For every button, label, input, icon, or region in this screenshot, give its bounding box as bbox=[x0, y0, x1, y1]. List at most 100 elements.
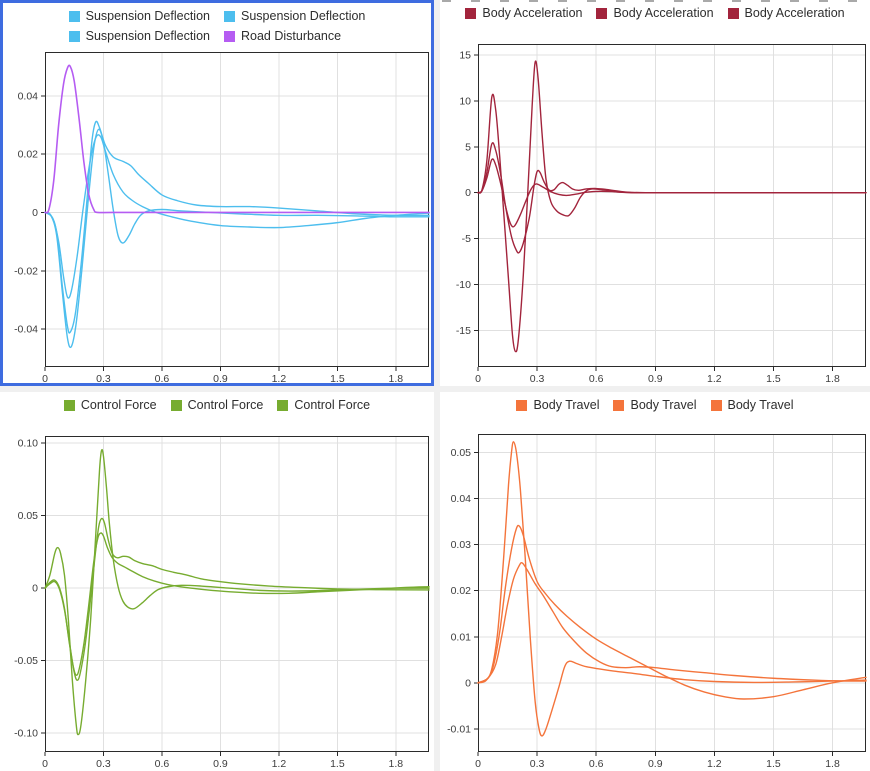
signal-line[interactable] bbox=[44, 128, 430, 349]
y-tick-label: 0 bbox=[32, 207, 38, 219]
x-tick-label: 0.6 bbox=[155, 373, 170, 383]
legend-item[interactable]: Suspension Deflection bbox=[224, 8, 365, 25]
y-tick-label: 0 bbox=[465, 677, 471, 689]
legend-label: Body Acceleration bbox=[482, 6, 583, 20]
y-tick-label: 5 bbox=[465, 141, 471, 153]
panel-body-travel[interactable]: Body Travel Body Travel Body Travel 0 0.3 0.… bbox=[440, 392, 870, 771]
y-tick-label: 0.05 bbox=[18, 510, 39, 522]
signal-line[interactable] bbox=[44, 532, 430, 676]
legend-item[interactable]: Control Force bbox=[170, 397, 264, 414]
x-tick-label: 0.3 bbox=[530, 758, 545, 770]
legend-label: Body Travel bbox=[727, 398, 794, 412]
legend-swatch bbox=[224, 31, 235, 42]
x-tick-label: 1.2 bbox=[272, 758, 287, 770]
legend-label: Body Travel bbox=[533, 398, 600, 412]
x-tick-label: 0.9 bbox=[648, 373, 663, 385]
legend-label: Suspension Deflection bbox=[85, 9, 210, 23]
signal-line[interactable] bbox=[477, 158, 867, 228]
cropped-ruler-ticks bbox=[442, 0, 870, 2]
y-tick-label: 0.04 bbox=[451, 493, 472, 505]
signal-line[interactable] bbox=[477, 524, 867, 700]
y-tick-label: -0.04 bbox=[14, 324, 38, 336]
legend-item[interactable]: Road Disturbance bbox=[224, 28, 341, 45]
signal-line[interactable] bbox=[477, 60, 867, 353]
signal-line[interactable] bbox=[44, 64, 430, 214]
x-tick-label: 0 bbox=[42, 758, 48, 770]
y-tick-label: 0.04 bbox=[18, 90, 39, 102]
signal-line[interactable] bbox=[477, 142, 867, 254]
y-tick-label: -0.01 bbox=[447, 723, 471, 735]
signal-line[interactable] bbox=[44, 120, 430, 334]
control-force-chart[interactable]: 0 0.3 0.6 0.9 1.2 1.5 1.8 0.10 0.05 0 -0.05 -0.10 bbox=[0, 392, 434, 771]
legend-item[interactable]: Control Force bbox=[63, 397, 157, 414]
x-tick-label: 0.6 bbox=[155, 758, 170, 770]
signal-line[interactable] bbox=[44, 517, 430, 681]
legend-item[interactable]: Body Acceleration bbox=[465, 5, 582, 22]
y-tick-label: 0.10 bbox=[18, 438, 39, 450]
y-tick-label: 0.05 bbox=[451, 447, 472, 459]
legend-item[interactable]: Control Force bbox=[277, 397, 370, 414]
legend-suspension-deflection: Suspension Deflection Suspension Deflecti… bbox=[68, 8, 365, 45]
y-tick-label: -5 bbox=[462, 233, 471, 245]
legend-swatch bbox=[710, 400, 722, 411]
x-tick-label: 0 bbox=[475, 758, 481, 770]
x-tick-label: 0.9 bbox=[213, 758, 228, 770]
legend-swatch bbox=[170, 400, 182, 411]
x-tick-label: 1.5 bbox=[330, 758, 345, 770]
legend-body-travel: Body Travel Body Travel Body Travel bbox=[516, 397, 794, 414]
panel-suspension-deflection[interactable]: Suspension Deflection Suspension Deflecti… bbox=[0, 0, 434, 386]
legend-swatch bbox=[224, 11, 235, 22]
legend-item[interactable]: Body Acceleration bbox=[596, 5, 714, 22]
x-tick-label: 1.8 bbox=[825, 373, 840, 385]
y-tick-label: 0.02 bbox=[18, 149, 39, 161]
signal-line[interactable] bbox=[477, 441, 867, 737]
legend-label: Suspension Deflection bbox=[85, 29, 210, 43]
x-tick-label: 1.5 bbox=[330, 373, 345, 383]
x-tick-label: 1.2 bbox=[707, 373, 722, 385]
legend-item[interactable]: Body Travel bbox=[613, 397, 697, 414]
y-tick-label: 0 bbox=[32, 583, 38, 595]
panel-body-acceleration[interactable]: Body Acceleration Body Acceleration Body A… bbox=[440, 0, 870, 386]
x-tick-label: 1.5 bbox=[766, 373, 781, 385]
legend-label: Body Acceleration bbox=[744, 6, 845, 20]
body-travel-chart[interactable]: 0 0.3 0.6 0.9 1.2 1.5 1.8 0.05 0.04 0.03 0.02 0.01 0… bbox=[440, 392, 870, 771]
legend-swatch bbox=[277, 400, 289, 411]
y-tick-label: -15 bbox=[456, 325, 471, 337]
x-tick-label: 1.8 bbox=[825, 758, 840, 770]
x-tick-label: 0.9 bbox=[648, 758, 663, 770]
x-tick-label: 0.3 bbox=[96, 373, 111, 383]
legend-item[interactable]: Body Acceleration bbox=[727, 5, 845, 22]
legend-label: Suspension Deflection bbox=[241, 9, 366, 23]
legend-swatch bbox=[465, 8, 477, 19]
legend-swatch bbox=[68, 11, 80, 22]
suspension-deflection-chart[interactable]: 0 0.3 0.6 0.9 1.2 1.5 1.8 0.04 0.02 0 -0.02 -0.04 bbox=[3, 3, 431, 383]
y-tick-label: 0.03 bbox=[451, 539, 472, 551]
legend-item[interactable]: Body Travel bbox=[710, 397, 794, 414]
legend-label: Control Force bbox=[294, 398, 371, 412]
legend-swatch bbox=[68, 31, 80, 42]
signal-line[interactable] bbox=[44, 134, 430, 299]
y-tick-label: -0.02 bbox=[14, 265, 38, 277]
x-tick-label: 1.5 bbox=[766, 758, 781, 770]
y-tick-label: -0.10 bbox=[14, 728, 38, 740]
x-tick-label: 0.3 bbox=[530, 373, 545, 385]
legend-item[interactable]: Suspension Deflection bbox=[68, 28, 210, 45]
signal-line[interactable] bbox=[477, 562, 867, 684]
x-tick-label: 0.9 bbox=[213, 373, 228, 383]
signal-line[interactable] bbox=[44, 448, 430, 736]
legend-item[interactable]: Suspension Deflection bbox=[68, 8, 210, 25]
legend-label: Control Force bbox=[187, 398, 264, 412]
legend-control-force: Control Force Control Force Control Force bbox=[63, 397, 370, 414]
legend-label: Control Force bbox=[80, 398, 157, 412]
legend-body-acceleration: Body Acceleration Body Acceleration Body A… bbox=[465, 5, 845, 22]
x-tick-label: 1.8 bbox=[389, 373, 404, 383]
body-acceleration-chart[interactable]: 0 0.3 0.6 0.9 1.2 1.5 1.8 15 10 5 0 -5 -10 -15 bbox=[440, 0, 870, 386]
legend-swatch bbox=[613, 400, 625, 411]
y-tick-label: 0 bbox=[465, 187, 471, 199]
legend-item[interactable]: Body Travel bbox=[516, 397, 599, 414]
x-tick-label: 1.2 bbox=[707, 758, 722, 770]
panel-control-force[interactable]: Control Force Control Force Control Force … bbox=[0, 392, 434, 771]
legend-swatch bbox=[596, 8, 608, 19]
legend-swatch bbox=[516, 400, 528, 411]
